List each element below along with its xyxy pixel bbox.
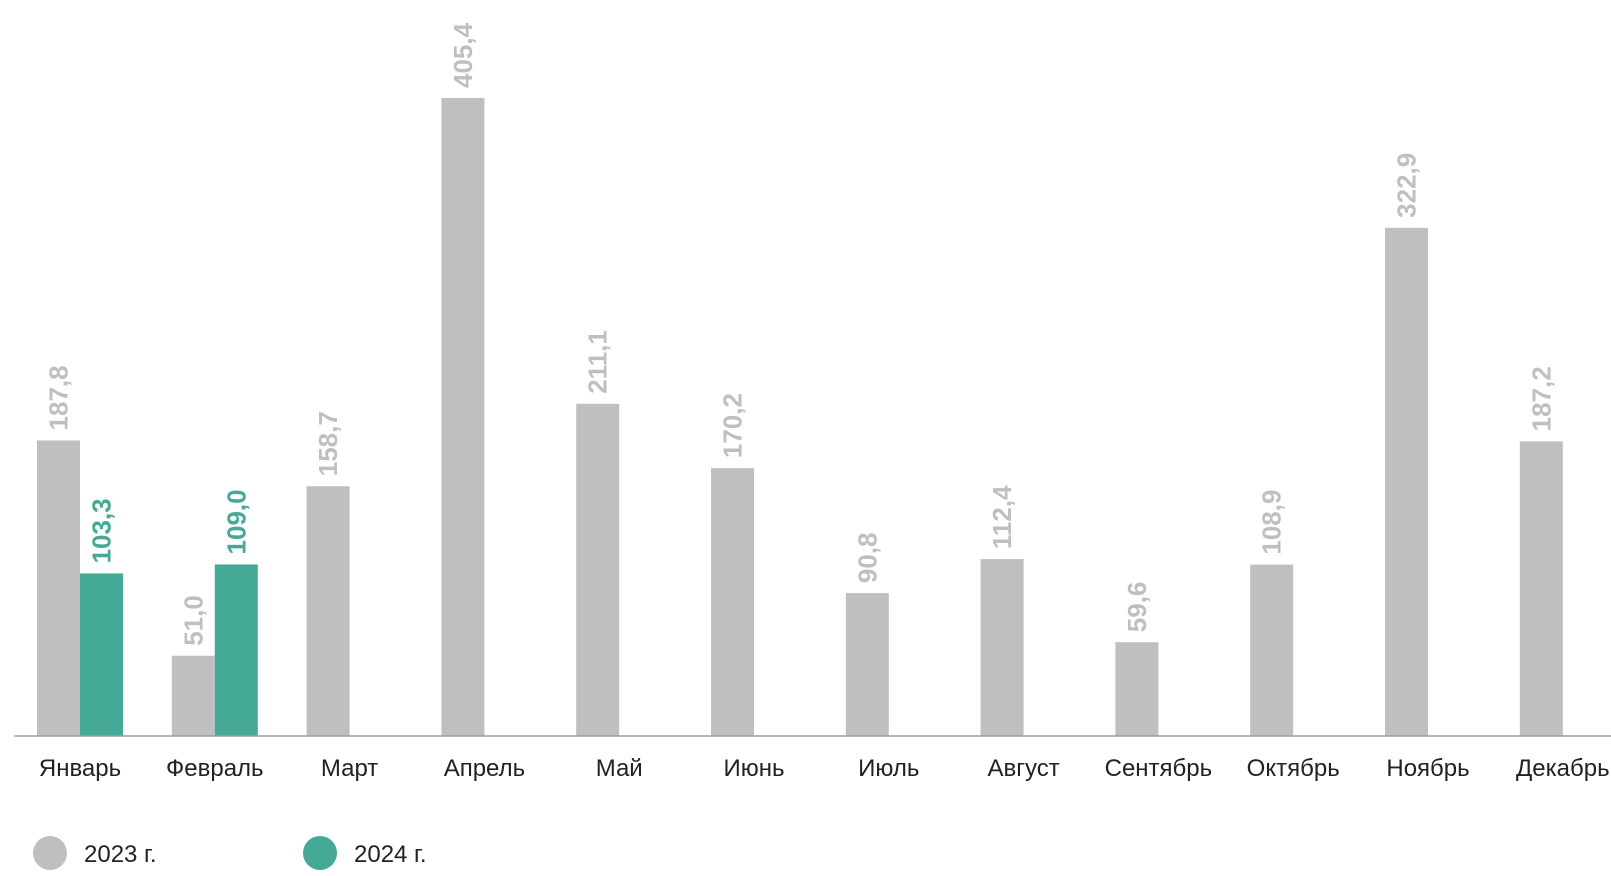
x-tick-label-6: Июнь [723,755,784,782]
value-label-2023-8: 112,4 [987,485,1017,549]
bar-2023-10 [1250,564,1294,736]
x-tick-label-12: Декабрь [1516,755,1610,782]
x-tick-label-9: Сентябрь [1105,755,1213,782]
legend-swatch-icon [33,836,67,870]
value-label-2024-1: 103,3 [87,498,117,563]
bar-2023-3 [306,486,350,736]
x-axis-tick-labels: Январь Февраль Март Апрель Май Июнь Июль Август… [39,755,1610,782]
value-label-2023-1: 187,8 [44,365,74,430]
bar-2023-6 [711,468,754,736]
value-label-2023-3: 158,7 [313,411,343,476]
bar-2024-2 [214,564,258,736]
value-label-2023-7: 90,8 [852,532,882,583]
value-label-2023-9: 59,6 [1122,582,1152,633]
bar-2023-1 [37,440,80,736]
x-tick-label-10: Октябрь [1247,755,1340,782]
bars-layer [37,98,1563,736]
x-tick-label-11: Ноябрь [1386,755,1469,782]
bar-2023-7 [845,593,889,736]
legend-swatch-icon [303,836,337,870]
bar-2023-12 [1519,441,1563,736]
legend-label: 2023 г. [84,841,157,868]
value-label-2023-12: 187,2 [1526,366,1556,431]
value-label-2023-4: 405,4 [448,22,478,88]
legend: 2023 г. 2024 г. [33,836,427,870]
x-tick-label-4: Апрель [444,755,525,782]
x-tick-label-8: Август [987,755,1059,782]
bar-2023-2 [171,655,215,736]
legend-item-2024: 2024 г. [303,836,427,870]
legend-item-2023: 2023 г. [33,836,157,870]
x-tick-label-7: Июль [858,755,919,782]
value-label-2023-5: 211,1 [583,330,613,394]
bar-2023-4 [441,98,485,736]
x-tick-label-2: Февраль [166,755,264,782]
value-label-2023-11: 322,9 [1392,153,1422,218]
value-label-2023-6: 170,2 [718,393,748,458]
bar-2023-9 [1115,642,1159,736]
value-label-2024-2: 109,0 [221,489,251,554]
bar-2023-11 [1385,227,1428,736]
value-label-2023-10: 108,9 [1257,490,1287,555]
value-label-2023-2: 51,0 [178,595,208,646]
x-tick-label-1: Январь [39,755,121,782]
bar-2023-5 [576,403,620,736]
bar-2023-8 [980,559,1024,736]
x-tick-label-3: Март [321,755,378,782]
bar-2024-1 [80,573,123,736]
legend-label: 2024 г. [354,841,427,868]
x-tick-label-5: Май [596,755,643,782]
value-labels-layer: 187,8 103,3 51,0 109,0 158,7 405,4 211,1 170,2 9… [44,22,1557,645]
